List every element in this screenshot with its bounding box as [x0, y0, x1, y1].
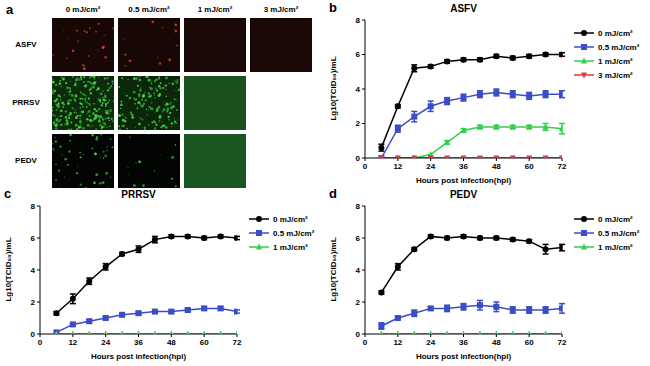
svg-text:24: 24 [426, 338, 435, 347]
html-text:1 mJ/cm²: 1 mJ/cm² [273, 242, 308, 252]
html-text:Lg10(TCID₅₀)/mL: Lg10(TCID₅₀)/mL [328, 56, 338, 121]
html-text:0.5 mJ/cm²: 0.5 mJ/cm² [598, 228, 640, 238]
svg-text:0: 0 [363, 162, 368, 171]
svg-text:4: 4 [356, 266, 361, 275]
html-text:0 mJ/cm²: 0 mJ/cm² [598, 214, 633, 224]
html-text:ASFV: ASFV [15, 40, 37, 49]
html-text:PRRSV: PRRSV [121, 189, 156, 200]
svg-text:12: 12 [393, 162, 402, 171]
svg-text:8: 8 [31, 202, 36, 211]
html-text:a: a [6, 2, 14, 17]
html-text:0 mJ/cm²: 0 mJ/cm² [65, 5, 101, 14]
html-text:1 mJ/cm²: 1 mJ/cm² [598, 242, 633, 252]
svg-text:0: 0 [356, 330, 361, 339]
svg-text:36: 36 [134, 338, 143, 347]
svg-text:6: 6 [356, 50, 361, 59]
html-text:PEDV: PEDV [449, 189, 478, 200]
svg-text:6: 6 [356, 234, 361, 243]
svg-text:4: 4 [356, 85, 361, 94]
html-text:3 mJ/cm²: 3 mJ/cm² [598, 70, 633, 80]
svg-text:48: 48 [167, 338, 176, 347]
html-text:0.5 mJ/cm²: 0.5 mJ/cm² [598, 42, 640, 52]
html-text:PRRSV: PRRSV [12, 98, 40, 107]
svg-text:24: 24 [101, 338, 110, 347]
svg-text:60: 60 [200, 338, 209, 347]
html-text:1 mJ/cm²: 1 mJ/cm² [197, 5, 233, 14]
html-text:Hours post infection(hpi): Hours post infection(hpi) [415, 352, 511, 361]
html-text:0 mJ/cm²: 0 mJ/cm² [273, 214, 308, 224]
html-text:Lg10(TCID₅₀)/mL: Lg10(TCID₅₀)/mL [3, 237, 13, 302]
svg-text:72: 72 [233, 338, 242, 347]
svg-text:0: 0 [31, 330, 36, 339]
svg-text:12: 12 [393, 338, 402, 347]
html-text:3 mJ/cm²: 3 mJ/cm² [263, 5, 299, 14]
html-text:b: b [329, 0, 337, 15]
html-text:0 mJ/cm²: 0 mJ/cm² [598, 28, 633, 38]
svg-text:12: 12 [68, 338, 77, 347]
svg-text:36: 36 [459, 162, 468, 171]
svg-text:72: 72 [558, 162, 567, 171]
svg-text:48: 48 [492, 162, 501, 171]
svg-text:8: 8 [356, 16, 361, 25]
html-text:Lg10(TCID₅₀)/mL: Lg10(TCID₅₀)/mL [328, 237, 338, 302]
svg-text:0: 0 [363, 338, 368, 347]
svg-text:2: 2 [31, 298, 36, 307]
svg-text:60: 60 [525, 338, 534, 347]
svg-text:6: 6 [31, 234, 36, 243]
svg-text:0: 0 [356, 154, 361, 163]
html-text:0.5 mJ/cm²: 0.5 mJ/cm² [273, 228, 315, 238]
svg-text:2: 2 [356, 298, 361, 307]
svg-text:36: 36 [459, 338, 468, 347]
html-text:c: c [4, 186, 12, 201]
html-text:d: d [329, 186, 337, 201]
svg-text:24: 24 [426, 162, 435, 171]
svg-text:48: 48 [492, 338, 501, 347]
html-text:PEDV: PEDV [15, 156, 37, 165]
svg-text:8: 8 [356, 202, 361, 211]
html-text:Hours post infection(hpi): Hours post infection(hpi) [90, 352, 186, 361]
html-text:Hours post infection(hpi): Hours post infection(hpi) [415, 176, 511, 185]
svg-text:2: 2 [356, 119, 361, 128]
svg-text:72: 72 [558, 338, 567, 347]
html-text:0.5 mJ/cm²: 0.5 mJ/cm² [128, 5, 170, 14]
svg-text:0: 0 [38, 338, 43, 347]
html-text:1 mJ/cm²: 1 mJ/cm² [598, 56, 633, 66]
svg-text:60: 60 [525, 162, 534, 171]
svg-text:4: 4 [31, 266, 36, 275]
html-text:ASFV: ASFV [450, 3, 477, 14]
